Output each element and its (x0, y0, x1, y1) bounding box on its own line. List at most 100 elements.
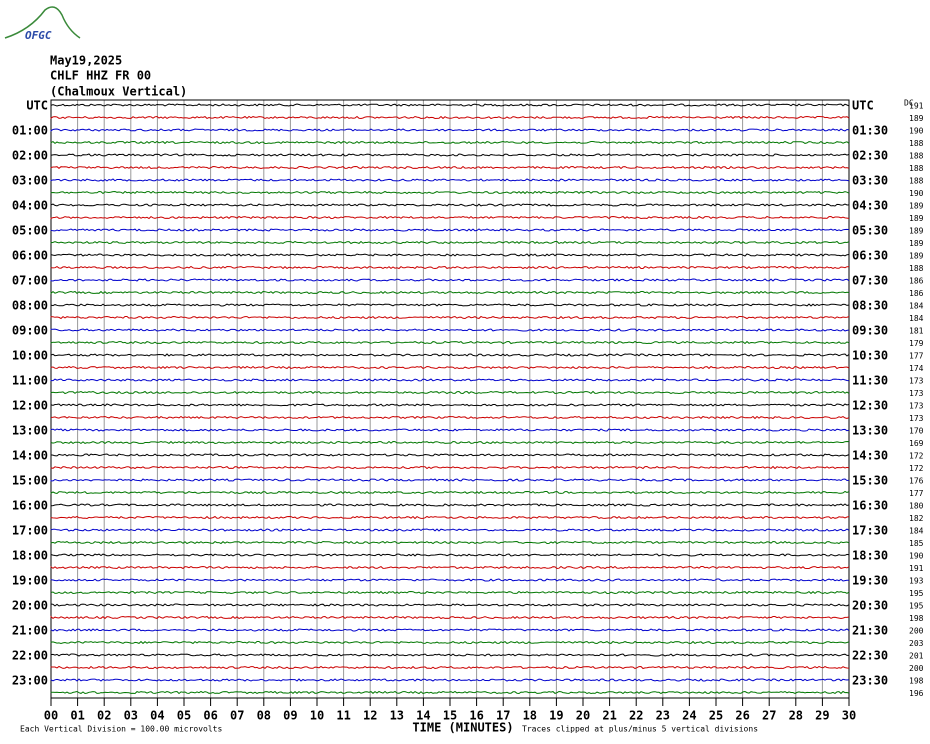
dc-value: 173 (909, 414, 924, 423)
x-tick-label: 26 (735, 709, 749, 723)
dc-value: 184 (909, 314, 924, 323)
trace (50, 328, 850, 332)
trace (50, 303, 850, 307)
right-label: 09:30 (852, 324, 888, 338)
dc-value: 176 (909, 477, 924, 486)
left-label: 09:00 (12, 324, 48, 338)
dc-title: DC (904, 99, 914, 108)
dc-value: 190 (909, 189, 924, 198)
left-label: 02:00 (12, 149, 48, 163)
dc-value: 189 (909, 214, 924, 223)
dc-value: 182 (909, 514, 924, 523)
trace (50, 503, 850, 507)
trace (50, 640, 850, 645)
x-tick-label: 24 (682, 709, 696, 723)
x-tick-label: 17 (496, 709, 510, 723)
trace (50, 153, 850, 157)
dc-value: 177 (909, 489, 924, 498)
x-tick-label: 12 (363, 709, 377, 723)
dc-value: 177 (909, 352, 924, 361)
right-label: 18:30 (852, 549, 888, 563)
x-axis-title: TIME (MINUTES) (412, 721, 513, 735)
x-tick-label: 03 (124, 709, 138, 723)
x-tick-label: 19 (549, 709, 563, 723)
trace (50, 403, 850, 407)
trace (50, 278, 850, 282)
dc-value: 170 (909, 427, 924, 436)
trace (50, 215, 850, 220)
dc-value: 200 (909, 627, 924, 636)
x-tick-label: 15 (443, 709, 457, 723)
dc-value: 173 (909, 402, 924, 411)
x-tick-label: 10 (310, 709, 324, 723)
dc-value: 174 (909, 364, 924, 373)
dc-value: 195 (909, 589, 924, 598)
dc-value: 200 (909, 664, 924, 673)
dc-value: 186 (909, 277, 924, 286)
trace (50, 390, 850, 395)
x-tick-label: 02 (97, 709, 111, 723)
right-label: 13:30 (852, 424, 888, 438)
left-label: 17:00 (12, 524, 48, 538)
right-label: UTC (852, 99, 874, 113)
dc-value: 186 (909, 289, 924, 298)
dc-value: 191 (909, 564, 924, 573)
trace (50, 190, 850, 195)
trace (50, 603, 850, 607)
right-label: 01:30 (852, 124, 888, 138)
dc-value: 188 (909, 264, 924, 273)
date: May19,2025 (50, 54, 122, 68)
trace (50, 228, 850, 232)
trace (50, 678, 850, 682)
dc-value: 172 (909, 464, 924, 473)
clip-note: Traces clipped at plus/minus 5 vertical … (522, 725, 758, 734)
trace (50, 103, 850, 107)
x-tick-label: 28 (789, 709, 803, 723)
left-label: UTC (26, 99, 48, 113)
trace (50, 653, 849, 657)
station: CHLF HHZ FR 00 (50, 69, 151, 83)
left-label: 04:00 (12, 199, 48, 213)
x-tick-label: 11 (336, 709, 350, 723)
right-label: 05:30 (852, 224, 888, 238)
trace (50, 253, 850, 257)
dc-value: 198 (909, 614, 924, 623)
dc-value: 173 (909, 389, 924, 398)
dc-value: 189 (909, 239, 924, 248)
trace (50, 453, 850, 457)
left-label: 03:00 (12, 174, 48, 188)
dc-value: 169 (909, 439, 924, 448)
trace (50, 553, 850, 557)
trace (50, 353, 850, 357)
left-label: 08:00 (12, 299, 48, 313)
dc-value: 190 (909, 552, 924, 561)
dc-value: 201 (909, 652, 924, 661)
trace (50, 428, 850, 432)
location: (Chalmoux Vertical) (50, 85, 187, 99)
dc-value: 188 (909, 164, 924, 173)
trace (50, 590, 850, 595)
dc-value: 193 (909, 577, 924, 586)
x-tick-label: 25 (709, 709, 723, 723)
right-label: 10:30 (852, 349, 888, 363)
left-label: 20:00 (12, 599, 48, 613)
left-label: 05:00 (12, 224, 48, 238)
trace (50, 128, 850, 132)
trace (50, 515, 850, 520)
x-tick-label: 29 (815, 709, 829, 723)
trace (50, 628, 850, 632)
trace (50, 540, 850, 545)
right-label: 11:30 (852, 374, 888, 388)
trace (50, 528, 850, 532)
left-label: 15:00 (12, 474, 48, 488)
x-tick-label: 30 (842, 709, 856, 723)
right-label: 17:30 (852, 524, 888, 538)
dc-value: 184 (909, 527, 924, 536)
trace (50, 490, 850, 495)
trace (50, 203, 850, 207)
x-tick-label: 01 (70, 709, 84, 723)
dc-value: 198 (909, 677, 924, 686)
trace (50, 290, 850, 295)
dc-value: 195 (909, 602, 924, 611)
